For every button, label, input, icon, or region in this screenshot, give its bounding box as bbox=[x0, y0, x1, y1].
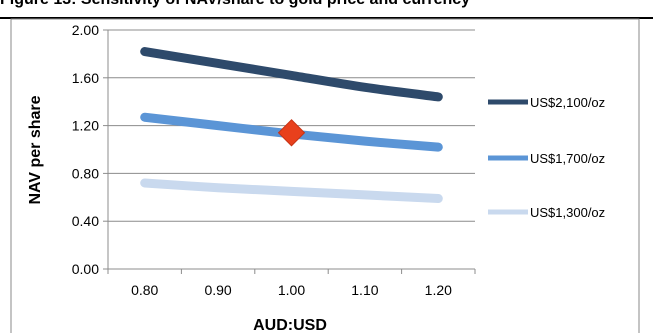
legend-label: US$2,100/oz bbox=[530, 95, 605, 110]
legend-label: US$1,700/oz bbox=[530, 151, 605, 166]
y-tick-label: 2.00 bbox=[72, 22, 99, 38]
x-tick-label: 1.00 bbox=[278, 282, 305, 298]
x-tick-label: 0.80 bbox=[131, 282, 158, 298]
x-tick-label: 1.10 bbox=[351, 282, 378, 298]
y-axis-label: NAV per share bbox=[27, 95, 44, 204]
y-tick-label: 0.00 bbox=[72, 261, 99, 277]
y-tick-label: 0.40 bbox=[72, 213, 99, 229]
x-tick-label: 0.90 bbox=[204, 282, 231, 298]
y-tick-label: 1.20 bbox=[72, 118, 99, 134]
y-tick-label: 0.80 bbox=[72, 165, 99, 181]
chart-frame bbox=[11, 19, 639, 333]
legend-label: US$1,300/oz bbox=[530, 205, 605, 220]
x-tick-label: 1.20 bbox=[425, 282, 452, 298]
y-tick-label: 1.60 bbox=[72, 70, 99, 86]
x-axis-label: AUD:USD bbox=[253, 317, 327, 333]
